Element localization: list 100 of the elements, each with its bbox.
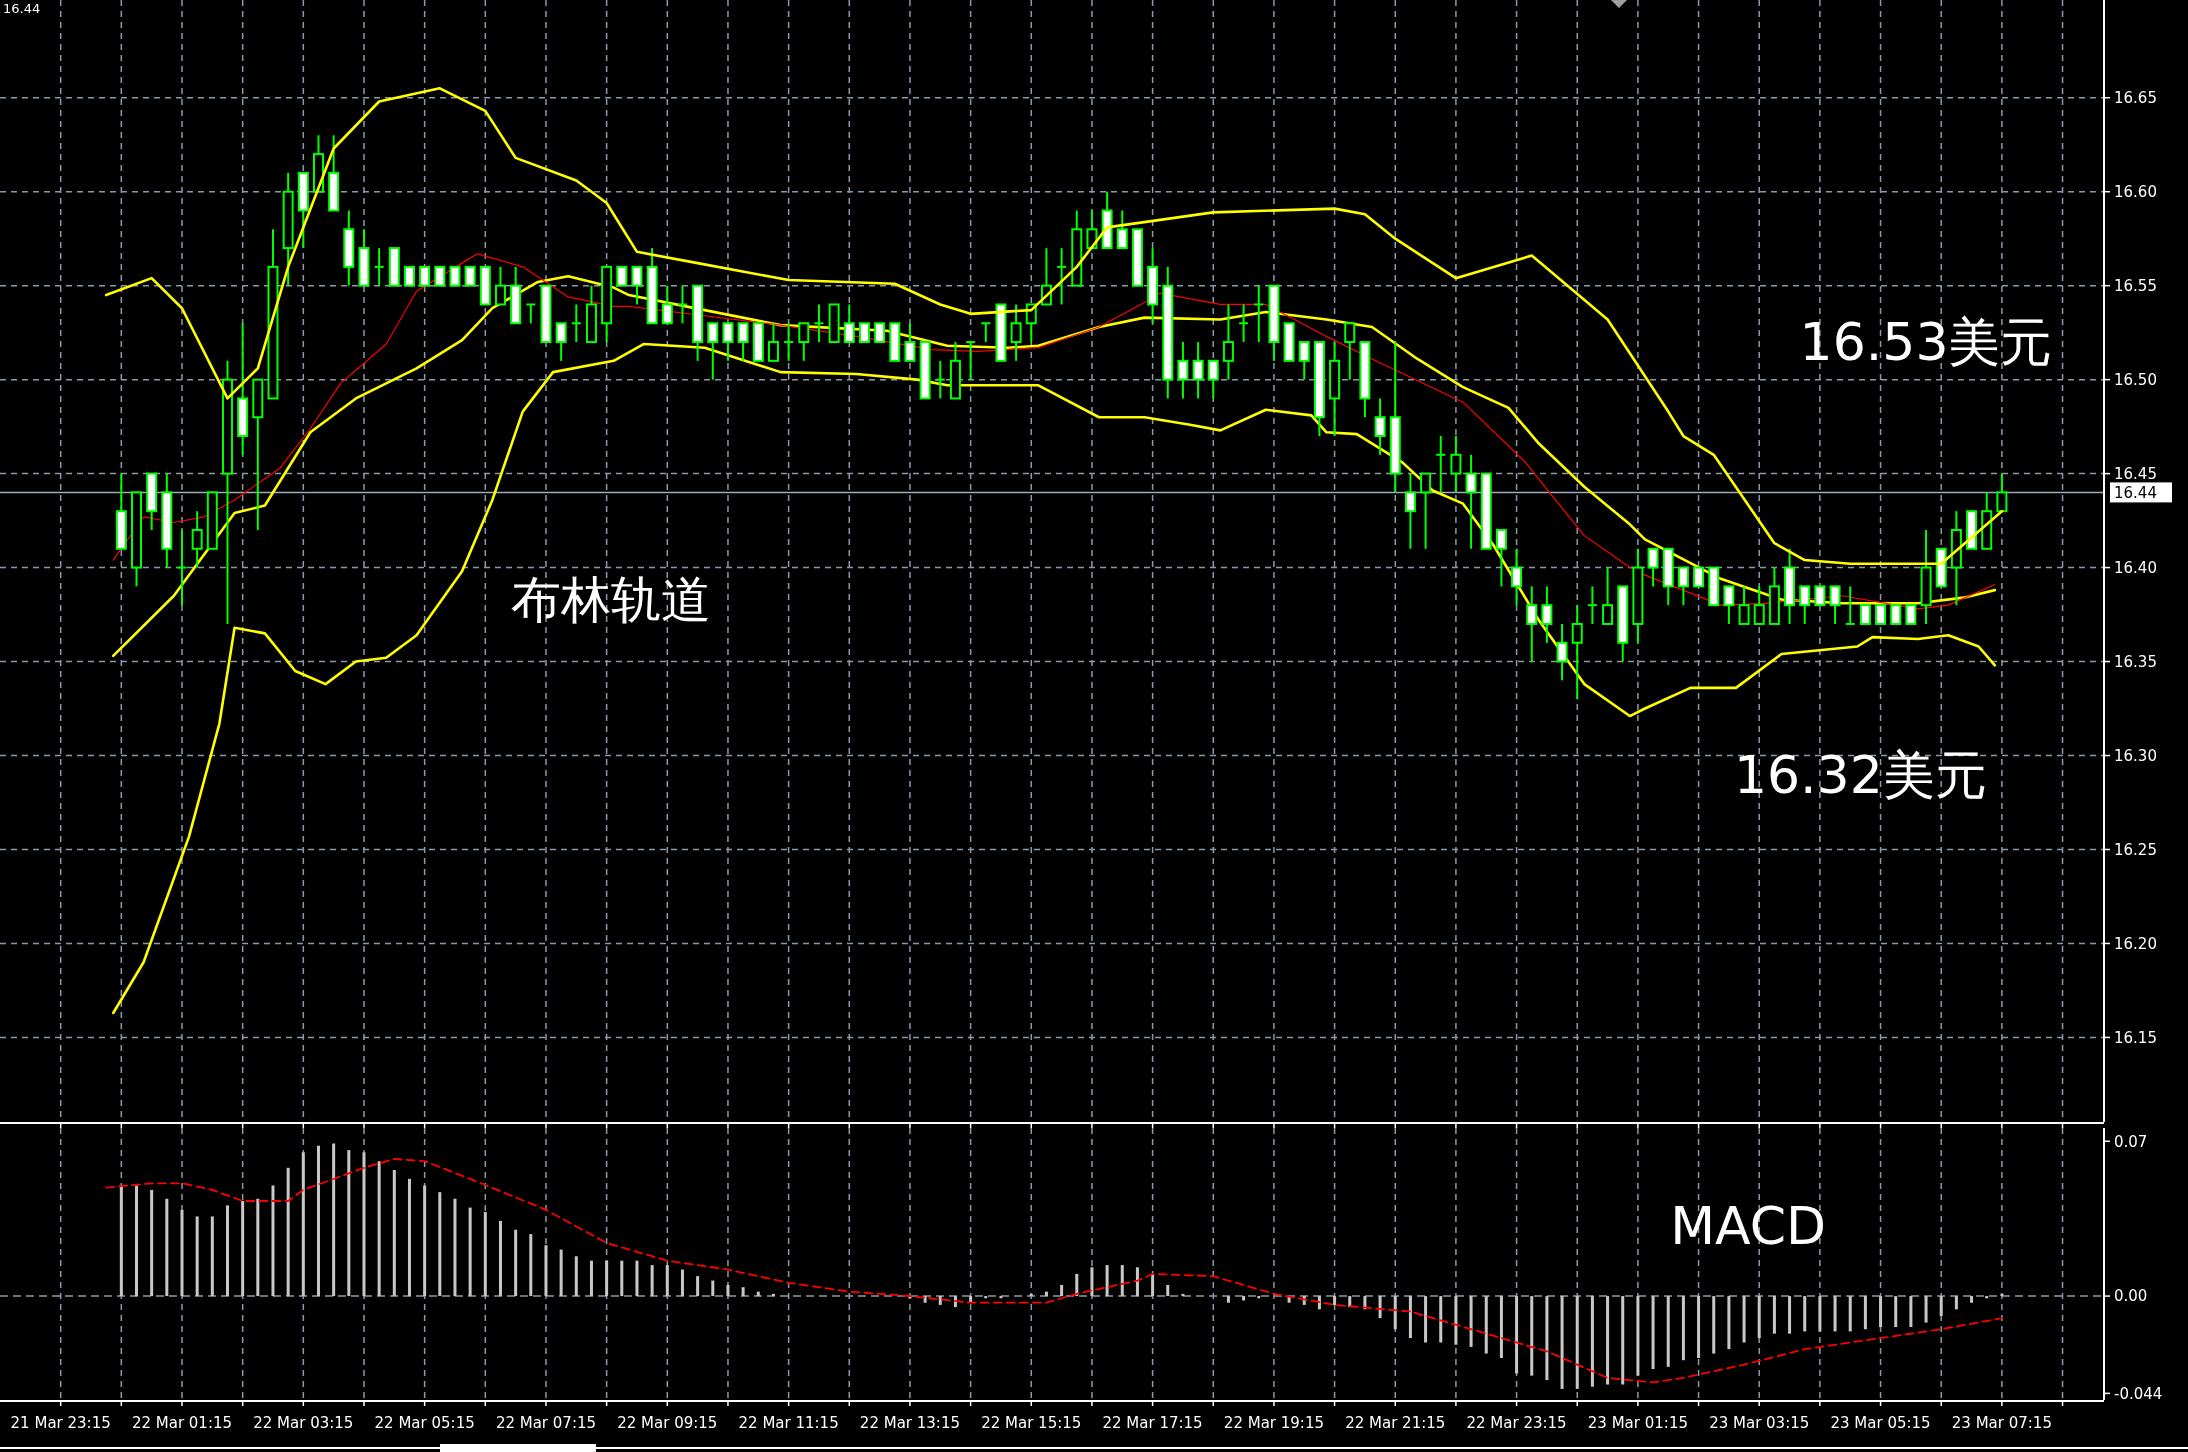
candlestick bbox=[373, 247, 385, 287]
bar bbox=[1863, 1296, 1867, 1330]
candlestick bbox=[1814, 585, 1826, 607]
bar bbox=[1772, 1296, 1776, 1334]
bar bbox=[1044, 1291, 1048, 1297]
bar bbox=[1226, 1296, 1230, 1303]
bar bbox=[1757, 1296, 1761, 1339]
candlestick bbox=[934, 359, 946, 400]
candlestick bbox=[1556, 622, 1568, 682]
bar bbox=[1060, 1285, 1064, 1297]
candlestick bbox=[570, 303, 582, 344]
y-tick-label: 16.30 bbox=[2114, 746, 2157, 765]
candlestick bbox=[722, 322, 734, 362]
candlestick bbox=[904, 322, 916, 362]
bar bbox=[225, 1205, 229, 1297]
candlestick bbox=[1238, 303, 1250, 344]
x-tick-label: 22 Mar 17:15 bbox=[1102, 1414, 1203, 1432]
candlestick bbox=[661, 284, 673, 325]
candlestick bbox=[555, 322, 567, 362]
candlestick bbox=[813, 303, 825, 344]
bar bbox=[453, 1198, 457, 1297]
bar bbox=[1151, 1273, 1155, 1297]
candlestick bbox=[1526, 585, 1538, 663]
candlestick bbox=[1207, 359, 1219, 400]
bar bbox=[1681, 1296, 1685, 1361]
bar bbox=[286, 1167, 290, 1297]
candlestick bbox=[858, 322, 870, 344]
bar bbox=[347, 1150, 351, 1297]
candlestick bbox=[1435, 435, 1447, 494]
ref-line-label: 16.44 bbox=[2114, 483, 2157, 502]
bar bbox=[635, 1260, 639, 1297]
candlestick bbox=[1799, 585, 1811, 625]
bar bbox=[1408, 1296, 1412, 1339]
bar bbox=[1742, 1296, 1746, 1343]
bar bbox=[529, 1234, 533, 1297]
bar bbox=[589, 1260, 593, 1297]
y-tick-label: 16.50 bbox=[2114, 370, 2157, 389]
bar bbox=[407, 1178, 411, 1297]
bar bbox=[1530, 1296, 1534, 1376]
candlestick bbox=[176, 528, 188, 607]
bar bbox=[514, 1229, 518, 1297]
bar bbox=[680, 1269, 684, 1297]
candlestick bbox=[874, 322, 886, 344]
annotation: 16.32美元 bbox=[1733, 744, 1987, 805]
annotation: 布林轨道 bbox=[510, 571, 711, 630]
candlestick bbox=[464, 265, 476, 287]
bar bbox=[741, 1287, 745, 1297]
bar bbox=[423, 1185, 427, 1297]
candlestick bbox=[707, 322, 719, 381]
bar bbox=[1727, 1296, 1731, 1350]
y-tick-label: 16.45 bbox=[2114, 464, 2157, 483]
bar bbox=[726, 1285, 730, 1297]
candlestick bbox=[1905, 604, 1917, 625]
bar bbox=[1621, 1296, 1625, 1385]
candlestick bbox=[1420, 472, 1432, 550]
bar bbox=[711, 1280, 715, 1297]
candlestick bbox=[191, 510, 203, 569]
candlestick bbox=[1010, 303, 1022, 362]
bar bbox=[1545, 1296, 1549, 1381]
bar bbox=[696, 1276, 700, 1297]
candlestick bbox=[1859, 604, 1871, 625]
candlestick bbox=[965, 341, 977, 381]
bar bbox=[1848, 1296, 1852, 1332]
bar bbox=[1348, 1296, 1352, 1308]
bar bbox=[1333, 1296, 1337, 1305]
x-tick-label: 23 Mar 03:15 bbox=[1709, 1414, 1810, 1432]
bar bbox=[665, 1265, 669, 1297]
bar bbox=[1970, 1296, 1974, 1303]
bar bbox=[1454, 1296, 1458, 1345]
bar bbox=[1924, 1296, 1928, 1323]
y-tick-label: 16.35 bbox=[2114, 652, 2157, 671]
candlestick bbox=[1192, 341, 1204, 400]
bar bbox=[1666, 1296, 1670, 1367]
candlestick bbox=[1298, 341, 1310, 381]
bar bbox=[1515, 1296, 1519, 1374]
bar bbox=[362, 1152, 366, 1297]
candlestick bbox=[1738, 585, 1750, 625]
candlestick bbox=[1116, 209, 1128, 250]
y-tick-label: 16.60 bbox=[2114, 182, 2157, 201]
y-tick-label: 16.25 bbox=[2114, 840, 2157, 859]
bar bbox=[559, 1249, 563, 1297]
bar bbox=[1651, 1296, 1655, 1370]
x-tick-label: 21 Mar 23:15 bbox=[10, 1414, 111, 1432]
bar bbox=[1636, 1296, 1640, 1376]
candlestick bbox=[631, 265, 643, 306]
candlestick bbox=[525, 303, 537, 325]
bar bbox=[1090, 1267, 1094, 1297]
candlestick bbox=[1996, 472, 2008, 513]
bar bbox=[468, 1207, 472, 1297]
y-tick-label: 16.55 bbox=[2114, 276, 2157, 295]
bar bbox=[1939, 1296, 1943, 1316]
candlestick bbox=[1571, 604, 1583, 701]
candlestick bbox=[1404, 472, 1416, 550]
bar bbox=[1424, 1296, 1428, 1343]
bar bbox=[938, 1296, 942, 1305]
x-tick-label: 23 Mar 07:15 bbox=[1951, 1414, 2052, 1432]
bar bbox=[1879, 1296, 1883, 1328]
bar bbox=[438, 1192, 442, 1297]
bar bbox=[1803, 1296, 1807, 1332]
bar bbox=[650, 1265, 654, 1297]
